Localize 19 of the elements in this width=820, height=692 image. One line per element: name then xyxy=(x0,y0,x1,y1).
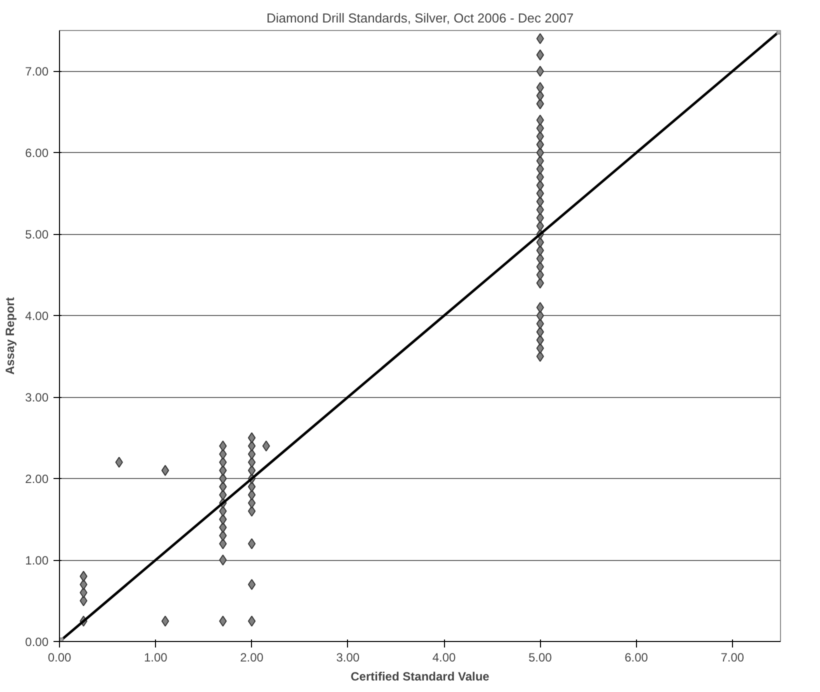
x-tick-label: 3.00 xyxy=(336,650,360,664)
y-axis-title: Assay Report xyxy=(3,297,18,375)
x-tick-label: 2.00 xyxy=(240,650,264,664)
x-tick-label: 5.00 xyxy=(528,650,552,664)
x-axis-title: Certified Standard Value xyxy=(350,670,490,684)
y-tick-label: 3.00 xyxy=(25,390,49,405)
y-tick-label: 6.00 xyxy=(25,146,49,160)
x-tick-label: 1.00 xyxy=(144,650,168,664)
y-tick-label: 1.00 xyxy=(25,554,49,568)
y-tick-label: 5.00 xyxy=(25,228,49,242)
chart-title: Diamond Drill Standards, Silver, Oct 2006 - Dec 2007 xyxy=(266,10,574,26)
y-tick-label: 0.00 xyxy=(25,635,49,649)
x-tick-label: 6.00 xyxy=(624,650,648,664)
x-tick-label: 0.00 xyxy=(48,650,72,664)
x-tick-label: 4.00 xyxy=(432,650,456,664)
y-tick-label: 7.00 xyxy=(25,64,49,79)
y-tick-label: 4.00 xyxy=(25,309,49,324)
x-tick-label: 7.00 xyxy=(720,650,744,664)
y-tick-label: 2.00 xyxy=(25,472,49,486)
